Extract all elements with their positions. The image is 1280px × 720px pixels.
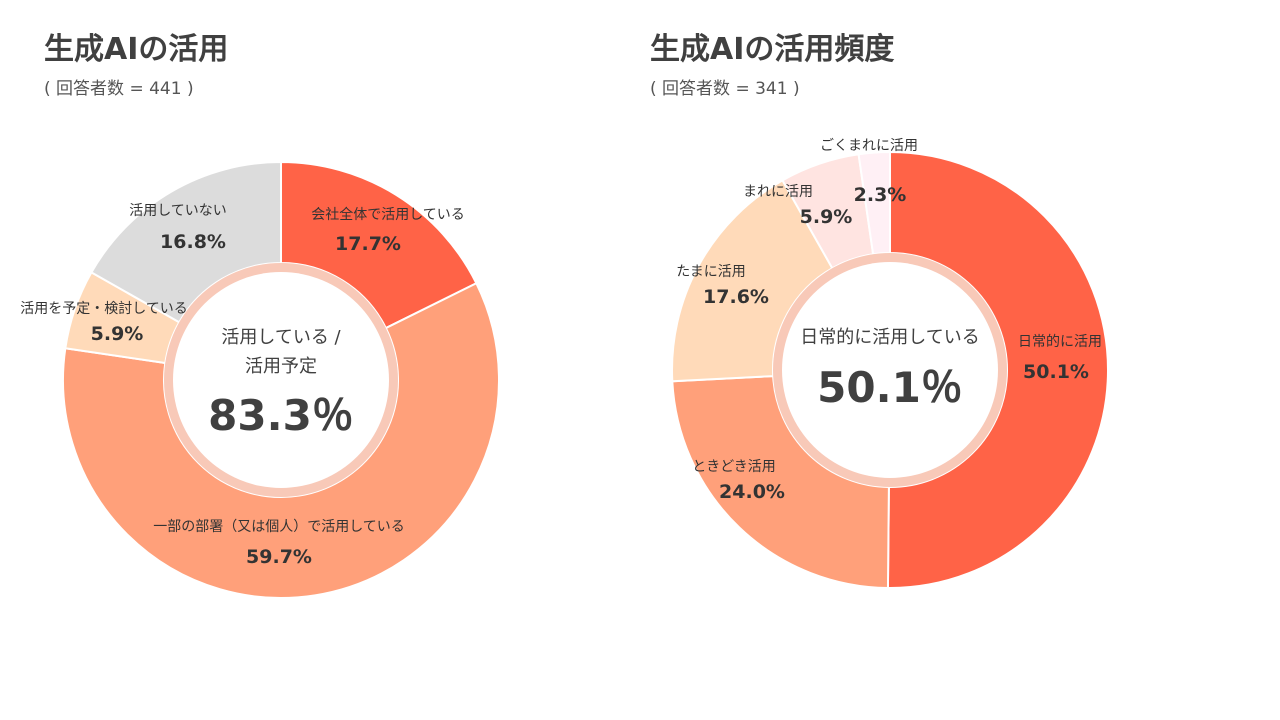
slices [671,150,1110,590]
chart-panel-adoption: 生成AIの活用 ( 回答者数 = 441 ) 会社全体で活用している 17.7% 一… [20,32,500,599]
center-label-line2: 活用予定 [245,356,317,377]
slice-label: 活用を予定・検討している [20,301,188,317]
chart-subtitle: ( 回答者数 = 441 ) [44,79,194,99]
slice-label: たまに活用 [676,264,746,280]
slice-value-label: 24.0% [719,481,785,503]
donut-chart-adoption: 会社全体で活用している 17.7% 一部の部署（又は個人）で活用している 59.7% 活… [20,160,500,599]
slice-label: 日常的に活用 [1018,334,1102,350]
center-label: 日常的に活用している [800,327,979,348]
slice-value-label: 5.9% [800,206,853,228]
donut-chart-frequency: 日常的に活用 50.1% ときどき活用 24.0% たまに活用 17.6% まれに活用 5.9… [671,138,1110,590]
slice-value-label: 2.3% [854,184,907,206]
center-hole [782,262,998,478]
slice-value-label: 17.6% [703,286,769,308]
center-value: 50.1％ [817,363,963,412]
slice-value-label: 16.8% [160,231,226,253]
chart-title: 生成AIの活用 [44,32,229,67]
slice-value-label: 5.9% [91,323,144,345]
slice-label: 活用していない [129,203,227,219]
slice-label: ごくまれに活用 [820,138,918,154]
chart-panel-frequency: 生成AIの活用頻度 ( 回答者数 = 341 ) 日常的に活用 50.1% ときどき… [640,0,1280,720]
slice-label: まれに活用 [743,184,813,200]
slice-value-label: 50.1% [1023,361,1089,383]
center-label: 活用している / [221,327,341,348]
slice-label: ときどき活用 [692,459,776,475]
slice-value-label: 59.7% [246,546,312,568]
center-value: 83.3％ [208,391,354,440]
slice-label: 会社全体で活用している [311,206,465,223]
chart-title: 生成AIの活用頻度 [650,32,895,67]
chart-subtitle: ( 回答者数 = 341 ) [650,79,800,99]
slice-label: 一部の部署（又は個人）で活用している [153,519,405,535]
slice-value-label: 17.7% [335,233,401,255]
center-hole [173,272,389,488]
